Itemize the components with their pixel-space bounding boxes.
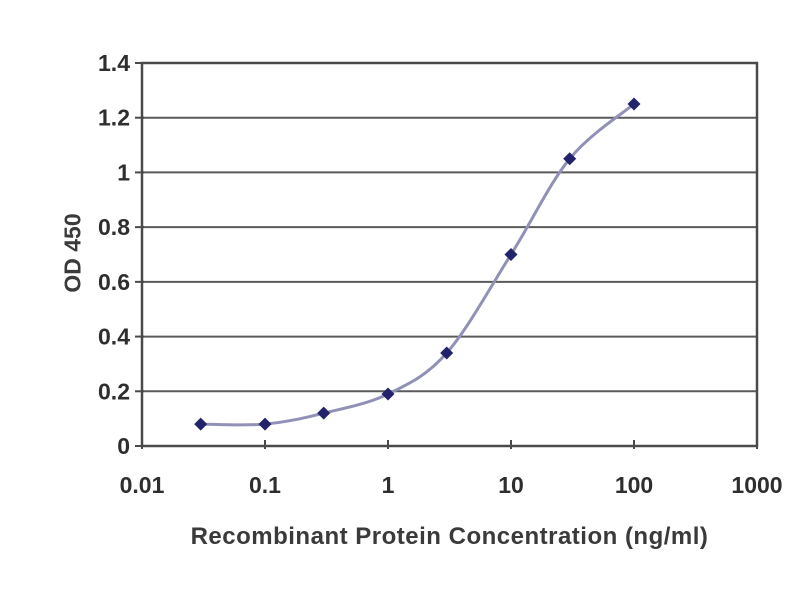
data-point-marker	[194, 417, 208, 431]
x-tick-label: 10	[498, 472, 524, 498]
x-tick-label: 100	[615, 472, 653, 498]
x-axis-title: Recombinant Protein Concentration (ng/ml…	[190, 523, 709, 550]
data-point-marker	[258, 417, 272, 431]
y-tick-label: 0	[117, 433, 130, 459]
y-tick-label: 1	[117, 159, 130, 185]
y-axis-title: OD 450	[59, 213, 86, 293]
x-tick-label: 0.1	[249, 472, 281, 498]
x-tick-label: 1	[382, 472, 395, 498]
data-point-marker	[317, 406, 331, 420]
y-tick-label: 1.4	[98, 50, 130, 76]
data-point-marker	[504, 248, 518, 261]
plot-area-border	[140, 61, 759, 448]
data-point-marker	[381, 387, 395, 401]
series-line	[199, 102, 636, 427]
y-tick-label: 0.8	[98, 214, 130, 240]
data-point-marker	[563, 152, 577, 166]
y-tick-label: 0.4	[98, 324, 130, 350]
y-tick-label: 0.6	[98, 269, 130, 295]
x-tick-label: 1000	[731, 472, 782, 498]
y-tick-label: 0.2	[98, 378, 130, 404]
y-tick-label: 1.2	[98, 105, 130, 131]
data-point-marker	[627, 97, 641, 111]
data-point-marker	[440, 346, 454, 360]
x-tick-label: 0.01	[120, 472, 165, 498]
